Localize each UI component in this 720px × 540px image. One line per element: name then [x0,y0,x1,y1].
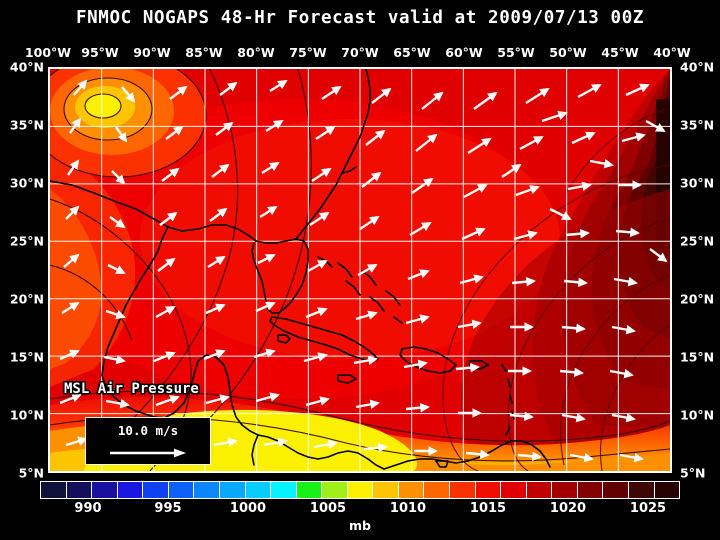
colorbar-swatch [322,482,348,498]
colorbar-swatch [92,482,118,498]
colorbar-swatch [654,482,680,498]
longitude-tick-label: 55°W [497,45,535,60]
right-arrow-icon [110,448,186,458]
colorbar-swatch [552,482,578,498]
colorbar-swatch [219,482,246,498]
latitude-tick-label-left: 25°N [9,233,44,249]
colorbar-swatch [628,482,655,498]
map-plot-inner: MSL Air Pressure 10.0 m/s [50,69,670,471]
latitude-tick-label-right: 5°N [680,465,706,481]
longitude-tick-label: 95°W [81,45,119,60]
colorbar-tick-label: 1000 [229,501,267,516]
colorbar-swatch [398,482,425,498]
longitude-tick-label: 100°W [24,45,72,60]
colorbar-tick-label: 1005 [309,501,347,516]
colorbar-tick-label: 1015 [469,501,507,516]
longitude-tick-label: 50°W [549,45,587,60]
colorbar-swatch [143,482,169,498]
colorbar-swatch [117,482,144,498]
latitude-tick-label-right: 20°N [680,291,715,307]
latitude-tick-label-right: 15°N [680,349,715,365]
longitude-tick-label: 60°W [445,45,483,60]
latitude-tick-label-left: 40°N [9,59,44,75]
latitude-tick-label-right: 35°N [680,117,715,133]
colorbar-unit-label: mb [349,518,371,533]
map-plot-area[interactable]: MSL Air Pressure 10.0 m/s [48,67,672,473]
latitude-tick-label-right: 25°N [680,233,715,249]
colorbar-tick-label: 1020 [549,501,587,516]
latitude-tick-label-left: 30°N [9,175,44,191]
longitude-tick-label: 80°W [237,45,275,60]
colorbar-swatch [526,482,553,498]
colorbar-swatch [296,482,323,498]
colorbar-swatch [168,482,195,498]
field-label: MSL Air Pressure [64,381,199,397]
wind-scale-value: 10.0 m/s [117,423,179,438]
longitude-tick-label: 75°W [289,45,327,60]
colorbar-tick-label: 1010 [389,501,427,516]
longitude-tick-label: 85°W [185,45,223,60]
wind-vector-layer [59,79,668,463]
colorbar-tick-label: 1025 [629,501,667,516]
longitude-tick-label: 65°W [393,45,431,60]
colorbar-swatch [373,482,399,498]
colorbar[interactable] [40,481,680,499]
longitude-tick-label: 70°W [341,45,379,60]
longitude-tick-label: 40°W [653,45,691,60]
colorbar-swatch [450,482,476,498]
colorbar-tick-label: 990 [74,501,102,516]
latitude-tick-label-left: 5°N [18,465,44,481]
wind-scale-legend: 10.0 m/s [85,417,211,465]
colorbar-swatch [501,482,527,498]
longitude-tick-label: 45°W [601,45,639,60]
colorbar-swatch [66,482,93,498]
graticule-grid [50,69,670,471]
longitude-tick-label: 90°W [133,45,171,60]
latitude-tick-label-left: 15°N [9,349,44,365]
colorbar-swatch [245,482,272,498]
latitude-tick-label-left: 20°N [9,291,44,307]
colorbar-swatch [603,482,629,498]
colorbar-swatch [577,482,604,498]
colorbar-swatch [41,482,67,498]
latitude-tick-label-left: 35°N [9,117,44,133]
latitude-tick-label-left: 10°N [9,407,44,423]
colorbar-swatch [271,482,297,498]
latitude-tick-label-right: 30°N [680,175,715,191]
colorbar-swatch [424,482,450,498]
colorbar-swatch [347,482,374,498]
colorbar-tick-label: 995 [154,501,182,516]
page-title: FNMOC NOGAPS 48-Hr Forecast valid at 200… [76,8,644,28]
latitude-tick-label-right: 10°N [680,407,715,423]
latitude-tick-label-right: 40°N [680,59,715,75]
colorbar-swatch [475,482,502,498]
colorbar-swatch [194,482,220,498]
